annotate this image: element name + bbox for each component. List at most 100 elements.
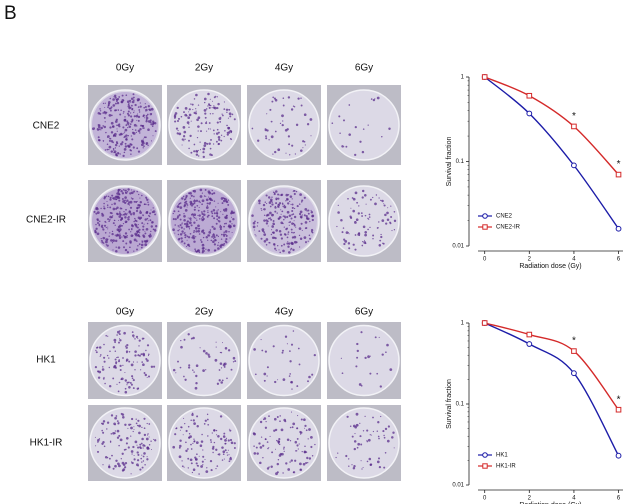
colony — [348, 465, 350, 467]
colony — [277, 197, 280, 200]
colony — [184, 138, 186, 140]
colony — [133, 336, 135, 338]
colony — [116, 192, 119, 195]
colony — [94, 436, 96, 438]
colony — [253, 452, 257, 455]
colony — [147, 203, 150, 206]
colony — [354, 234, 357, 236]
colony — [195, 441, 199, 444]
colony — [114, 224, 116, 226]
colony — [383, 204, 386, 207]
colony — [214, 238, 217, 242]
colony — [269, 211, 272, 215]
colony — [272, 222, 275, 226]
colony — [133, 214, 135, 216]
colony — [133, 110, 135, 112]
colony — [265, 135, 267, 138]
colony — [145, 196, 148, 199]
colony — [352, 466, 356, 470]
colony — [227, 449, 229, 451]
colony — [135, 114, 139, 118]
colony — [138, 206, 140, 209]
colony — [147, 433, 149, 435]
colony — [150, 140, 153, 142]
colony — [124, 214, 126, 216]
colony — [117, 390, 120, 393]
colony — [115, 212, 119, 215]
colony — [150, 225, 154, 228]
colony — [378, 197, 380, 199]
legend-label: HK1-IR — [496, 464, 516, 470]
colony — [122, 154, 125, 158]
colony — [203, 210, 206, 213]
colony — [153, 229, 155, 231]
colony — [144, 106, 147, 108]
colony — [226, 131, 229, 134]
colony — [270, 218, 273, 221]
colony — [302, 462, 306, 466]
colony — [210, 469, 213, 472]
colony — [135, 209, 139, 213]
colony — [124, 371, 126, 374]
colony — [131, 375, 134, 378]
colony — [115, 154, 119, 157]
colony — [131, 104, 133, 107]
colony — [393, 211, 396, 213]
colony — [376, 227, 379, 229]
colony — [143, 417, 146, 420]
colony — [137, 354, 140, 357]
colony — [92, 127, 95, 131]
colony — [127, 146, 130, 148]
colony — [202, 236, 205, 239]
colony — [230, 441, 234, 445]
colony — [274, 130, 277, 133]
colony — [260, 436, 263, 438]
colony — [225, 238, 228, 241]
colony — [369, 434, 371, 436]
colony — [133, 426, 135, 428]
colony — [111, 454, 113, 457]
colony — [96, 128, 99, 131]
colony — [205, 198, 209, 202]
colony — [310, 135, 312, 137]
colony — [115, 109, 118, 112]
colony — [197, 214, 199, 217]
colony — [280, 209, 282, 211]
colony — [220, 351, 223, 354]
colony — [280, 237, 284, 240]
colony — [375, 194, 378, 196]
colony — [348, 104, 351, 106]
colony — [117, 330, 120, 334]
colony — [361, 215, 364, 217]
colony — [121, 452, 124, 455]
colony — [363, 241, 367, 244]
colony — [198, 214, 201, 217]
colony — [362, 128, 365, 130]
colony — [360, 443, 363, 446]
colony — [104, 106, 106, 109]
colony — [114, 120, 118, 123]
colony — [207, 239, 209, 241]
colony — [145, 120, 148, 123]
colony — [288, 375, 291, 377]
colony — [114, 464, 117, 468]
colony — [110, 212, 113, 215]
colony — [282, 249, 285, 253]
colony — [369, 355, 371, 357]
colony — [121, 208, 123, 210]
legend-label: CNE2-IR — [496, 225, 521, 231]
colony — [175, 427, 178, 429]
colony — [301, 199, 304, 202]
colony — [208, 142, 211, 145]
colony — [107, 106, 109, 108]
colony — [108, 465, 111, 469]
colony — [349, 425, 352, 428]
colony — [229, 237, 231, 239]
colony — [216, 382, 220, 385]
colony — [222, 114, 224, 117]
colony — [109, 232, 111, 234]
colony — [218, 369, 221, 371]
colony — [116, 228, 120, 232]
colony — [337, 204, 339, 207]
colony — [115, 459, 118, 463]
